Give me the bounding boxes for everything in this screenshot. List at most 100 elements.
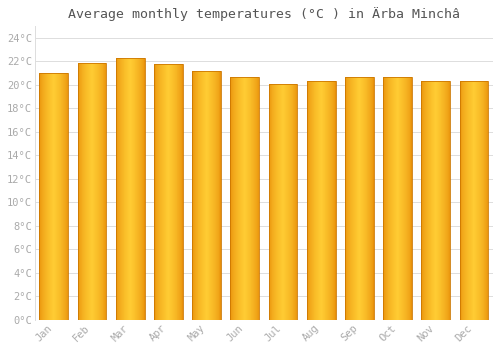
Bar [439, 82, 440, 320]
Bar [161, 64, 162, 320]
Bar [272, 84, 273, 320]
Bar [385, 77, 386, 320]
Bar [386, 77, 387, 320]
Bar [244, 77, 245, 320]
Bar [432, 82, 433, 320]
Bar [364, 77, 365, 320]
Bar [407, 77, 408, 320]
Bar [88, 63, 89, 320]
Bar [287, 84, 288, 320]
Bar [286, 84, 287, 320]
Bar [169, 64, 170, 320]
Bar [164, 64, 165, 320]
Bar [372, 77, 374, 320]
Bar [47, 73, 48, 320]
Bar [171, 64, 172, 320]
Bar [167, 64, 168, 320]
Bar [63, 73, 64, 320]
Bar [449, 82, 450, 320]
Bar [214, 71, 215, 320]
Bar [320, 82, 321, 320]
Bar [462, 82, 463, 320]
Bar [358, 77, 359, 320]
Bar [308, 82, 309, 320]
Bar [399, 77, 400, 320]
Bar [161, 64, 162, 320]
Bar [123, 58, 124, 320]
Bar [101, 63, 102, 320]
Bar [215, 71, 216, 320]
Bar [391, 77, 392, 320]
Bar [197, 71, 198, 320]
Bar [43, 73, 44, 320]
Bar [242, 77, 243, 320]
Bar [130, 58, 131, 320]
Bar [206, 71, 207, 320]
Bar [55, 73, 56, 320]
Bar [166, 64, 167, 320]
Bar [67, 73, 68, 320]
Bar [422, 82, 423, 320]
Bar [181, 64, 182, 320]
Bar [388, 77, 389, 320]
Bar [430, 82, 431, 320]
Bar [470, 82, 471, 320]
Bar [487, 82, 488, 320]
Bar [172, 64, 173, 320]
Bar [465, 82, 466, 320]
Bar [239, 77, 240, 320]
Bar [474, 82, 475, 320]
Bar [194, 71, 195, 320]
Bar [177, 64, 178, 320]
Bar [250, 77, 251, 320]
Bar [92, 63, 93, 320]
Bar [256, 77, 257, 320]
Bar [319, 82, 320, 320]
Bar [247, 77, 248, 320]
Bar [367, 77, 368, 320]
Bar [444, 82, 445, 320]
Bar [141, 58, 142, 320]
Bar [124, 58, 125, 320]
Bar [435, 82, 436, 320]
Bar [102, 63, 103, 320]
Bar [466, 82, 467, 320]
Bar [193, 71, 194, 320]
Bar [292, 84, 293, 320]
Bar [468, 82, 469, 320]
Bar [431, 82, 432, 320]
Bar [134, 58, 135, 320]
Bar [95, 63, 96, 320]
Bar [105, 63, 106, 320]
Bar [237, 77, 238, 320]
Bar [284, 84, 285, 320]
Bar [365, 77, 366, 320]
Bar [405, 77, 406, 320]
Bar [173, 64, 174, 320]
Bar [45, 73, 46, 320]
Bar [383, 77, 412, 320]
Bar [327, 82, 328, 320]
Bar [425, 82, 426, 320]
Bar [129, 58, 130, 320]
Bar [248, 77, 249, 320]
Bar [234, 77, 235, 320]
Bar [273, 84, 274, 320]
Bar [334, 82, 335, 320]
Bar [280, 84, 281, 320]
Bar [64, 73, 65, 320]
Bar [44, 73, 45, 320]
Bar [241, 77, 242, 320]
Bar [290, 84, 291, 320]
Bar [321, 82, 322, 320]
Bar [98, 63, 99, 320]
Bar [93, 63, 94, 320]
Bar [159, 64, 160, 320]
Bar [373, 77, 374, 320]
Bar [133, 58, 134, 320]
Bar [447, 82, 448, 320]
Bar [345, 77, 346, 320]
Bar [318, 82, 319, 320]
Bar [445, 82, 446, 320]
Bar [330, 82, 331, 320]
